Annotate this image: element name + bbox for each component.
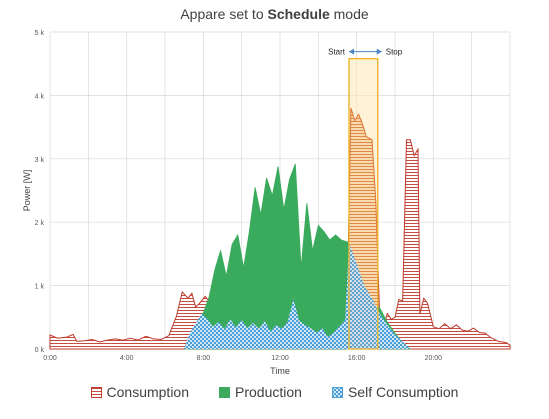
y-tick-label: 2 k [35, 220, 45, 227]
consumption-swatch [90, 386, 102, 398]
title-mode: Schedule [267, 6, 330, 22]
start-label: Start [328, 48, 346, 57]
title-prefix: Appare set to [180, 6, 268, 22]
schedule-annotation: Start Stop [328, 48, 403, 350]
arrow-head-left-icon [349, 48, 354, 55]
schedule-window-border [348, 58, 379, 350]
x-tick-label: 4:00 [120, 355, 134, 362]
y-tick-label: 1 k [35, 284, 45, 291]
y-tick-label: 0 k [35, 347, 45, 354]
y-tick-label: 4 k [35, 93, 45, 100]
x-tick-label: 20:00 [425, 355, 443, 362]
axis-layer: 0 k 1 k 2 k 3 k 4 k 5 k 0:00 4:00 8:00 12:00 16:00… [22, 30, 442, 376]
arrow-head-right-icon [376, 48, 382, 55]
y-tick-label: 3 k [35, 157, 45, 164]
production-swatch [219, 386, 231, 398]
title-suffix: mode [329, 6, 369, 22]
x-tick-label: 8:00 [197, 355, 211, 362]
x-tick-label: 16:00 [348, 355, 366, 362]
legend-item-consumption[interactable]: Consumption [90, 384, 190, 400]
x-tick-label: 0:00 [43, 355, 57, 362]
legend-label-consumption: Consumption [106, 384, 190, 400]
schedule-self-area [349, 242, 378, 349]
legend-item-production[interactable]: Production [219, 384, 302, 400]
x-axis-label: Time [270, 366, 290, 376]
y-axis-label: Power [W] [22, 170, 32, 212]
stop-label: Stop [386, 48, 403, 57]
legend-label-self-consumption: Self Consumption [347, 384, 459, 400]
chart-legend: Consumption Production Self Consumption [0, 384, 549, 400]
self-consumption-swatch [331, 386, 343, 398]
legend-label-production: Production [235, 384, 302, 400]
legend-item-self-consumption[interactable]: Self Consumption [331, 384, 459, 400]
x-tick-label: 12:00 [271, 355, 289, 362]
chart-title: Appare set to Schedule mode [0, 6, 549, 22]
y-tick-label: 5 k [35, 30, 45, 37]
